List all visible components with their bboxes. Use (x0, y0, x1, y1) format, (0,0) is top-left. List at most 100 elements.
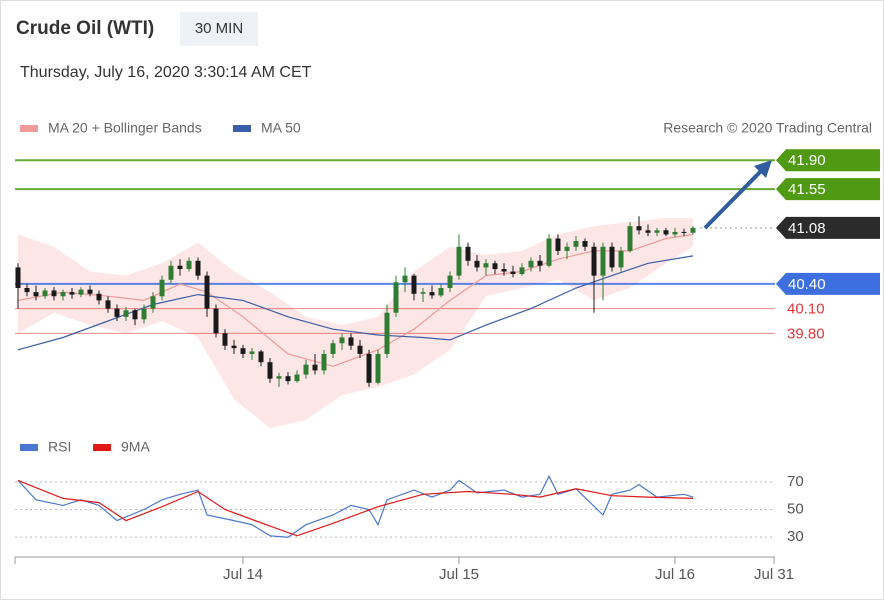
candle-body (573, 241, 579, 247)
candle-body (393, 282, 399, 313)
candle-body (672, 231, 678, 235)
y-tick-label: 70 (787, 473, 804, 490)
candle-body (159, 279, 165, 297)
candle-body (510, 271, 516, 274)
candle-body (33, 292, 39, 297)
candle-body (528, 260, 534, 268)
candle-body (582, 241, 588, 247)
level-label: 41.90 (788, 152, 826, 169)
candle-body (330, 343, 336, 354)
candle-body (123, 310, 129, 317)
rsi-line (17, 479, 694, 537)
legend-label: 9MA (121, 439, 150, 455)
level-tag (776, 178, 880, 201)
candle-body (168, 265, 174, 280)
candle-body (609, 246, 615, 268)
legend-swatch (20, 125, 38, 132)
candle-body (618, 250, 624, 268)
candle-body (537, 260, 543, 266)
candle-body (132, 310, 138, 320)
candle-body (645, 230, 651, 233)
candle-body (384, 312, 390, 354)
chart-title: Crude Oil (WTI) (16, 18, 154, 39)
candle-body (186, 260, 192, 270)
forecast-arrow (703, 168, 764, 230)
y-tick-label: 50 (787, 500, 804, 517)
legend-label: MA 20 + Bollinger Bands (48, 120, 202, 136)
candle-body (339, 337, 345, 344)
candle-body (150, 296, 156, 309)
x-tick-label: Jul 16 (655, 566, 695, 583)
candle-body (240, 348, 246, 354)
subtitle: Thursday, July 16, 2020 3:30:14 AM CET (20, 64, 312, 81)
legend-label: RSI (48, 439, 71, 455)
candle-body (555, 238, 561, 251)
candle-body (501, 269, 507, 272)
candle-body (411, 275, 417, 294)
candle-body (177, 265, 183, 270)
candle-body (294, 374, 300, 382)
candle-body (321, 353, 327, 371)
credit: Research © 2020 Trading Central (663, 120, 872, 136)
candle-body (96, 293, 102, 301)
candle-body (204, 275, 210, 309)
candle-body (213, 308, 219, 334)
candle-body (681, 231, 687, 233)
candle-body (402, 275, 408, 283)
candle-body (78, 289, 84, 295)
candle-body (276, 376, 282, 379)
level-label: 40.10 (787, 301, 825, 318)
candle-body (591, 246, 597, 276)
candle-body (420, 292, 426, 294)
candle-body (231, 345, 237, 349)
candle-body (654, 230, 660, 233)
level-label: 40.40 (788, 276, 826, 293)
candle-body (357, 345, 363, 354)
candle-body (141, 308, 147, 320)
candle-body (492, 263, 498, 270)
candle-body (267, 362, 273, 379)
candle-body (285, 376, 291, 382)
candle-body (519, 267, 525, 274)
candle-body (87, 289, 93, 294)
candle-body (60, 292, 66, 297)
candle-body (69, 292, 75, 295)
x-tick-label: Jul 15 (439, 566, 479, 583)
candle-body (429, 292, 435, 296)
candle-body (105, 300, 111, 309)
candle-body (195, 260, 201, 276)
plot: 70 50 30 Jul 14 Jul 15 Jul 16 Jul 31 (15, 159, 804, 583)
candle-body (303, 364, 309, 375)
candle-body (447, 275, 453, 288)
candle-body (465, 246, 471, 261)
candle-body (249, 351, 255, 354)
candle-body (456, 246, 462, 276)
candle-body (24, 288, 30, 293)
timeframe-badge (180, 12, 258, 46)
candle-body (627, 226, 633, 251)
level-tag (776, 149, 880, 172)
candle-body (483, 263, 489, 268)
candle-body (348, 337, 354, 346)
level-label: 41.55 (788, 181, 826, 198)
candle-body (663, 230, 669, 235)
forecast-arrowhead (754, 160, 772, 178)
candle-body (564, 246, 570, 251)
candle-body (375, 353, 381, 383)
candle-body (51, 290, 57, 297)
x-tick-label: Jul 14 (223, 566, 263, 583)
candle-body (438, 288, 444, 296)
candle-body (312, 364, 318, 371)
legend-label: MA 50 (261, 120, 301, 136)
legend-swatch (93, 444, 111, 451)
candle-body (258, 351, 264, 363)
rsi-line (17, 474, 694, 538)
candle-body (114, 308, 120, 317)
candle-body (546, 238, 552, 266)
candle-body (474, 260, 480, 268)
candle-body (600, 246, 606, 276)
candle-body (636, 226, 642, 231)
y-tick-label: 30 (787, 528, 804, 545)
candle-body (222, 333, 228, 346)
